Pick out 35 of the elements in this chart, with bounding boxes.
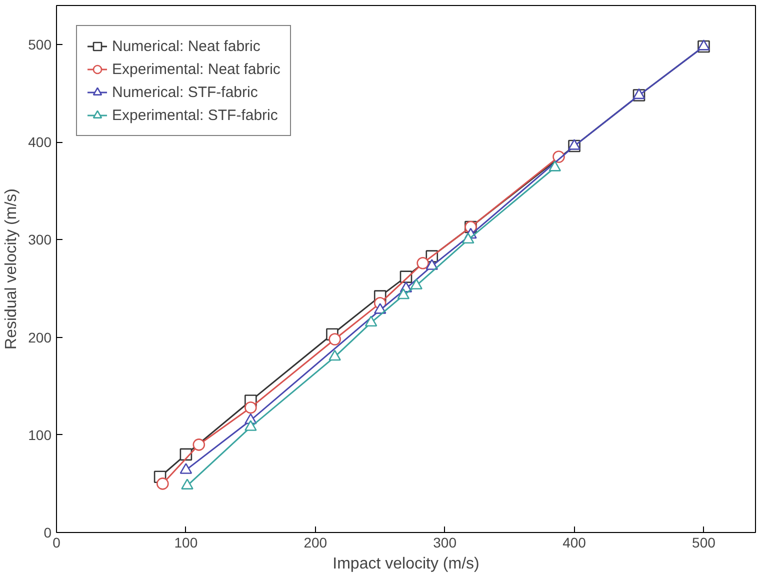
y-axis-title: Residual velocity (m/s)	[3, 188, 20, 350]
y-tick-label: 200	[28, 329, 52, 346]
point	[568, 139, 580, 150]
point	[416, 257, 429, 270]
point	[426, 259, 438, 270]
x-tick-label: 500	[692, 534, 716, 550]
x-tick-label: 400	[562, 534, 586, 550]
point	[328, 350, 341, 361]
point	[698, 39, 710, 50]
x-tick-label: 100	[174, 534, 198, 550]
y-tick-label: 500	[28, 36, 52, 53]
y-tick-label: 100	[28, 426, 52, 443]
y-tick-label: 0	[44, 524, 52, 540]
point	[462, 232, 474, 244]
legend-label: Experimental: Neat fabric	[112, 60, 280, 78]
y-tick-label: 400	[28, 134, 52, 150]
point	[397, 288, 410, 300]
x-axis-title: Impact velocity (m/s)	[332, 556, 480, 572]
point	[410, 278, 423, 290]
point	[181, 478, 194, 490]
x-tick-label: 200	[304, 534, 328, 550]
legend-label: Experimental: STF-fabric	[112, 106, 278, 124]
point	[156, 478, 169, 490]
x-tick-label: 300	[433, 534, 457, 550]
y-tick-label: 300	[28, 232, 52, 248]
point	[244, 420, 257, 431]
legend-label: Numerical: STF-fabric	[112, 84, 258, 100]
point	[192, 438, 206, 451]
point	[548, 160, 562, 172]
point	[180, 463, 192, 474]
point	[244, 401, 257, 414]
point	[364, 316, 378, 326]
point	[374, 302, 386, 314]
point	[328, 333, 341, 346]
legend-label: Numerical: Neat fabric	[112, 38, 260, 54]
